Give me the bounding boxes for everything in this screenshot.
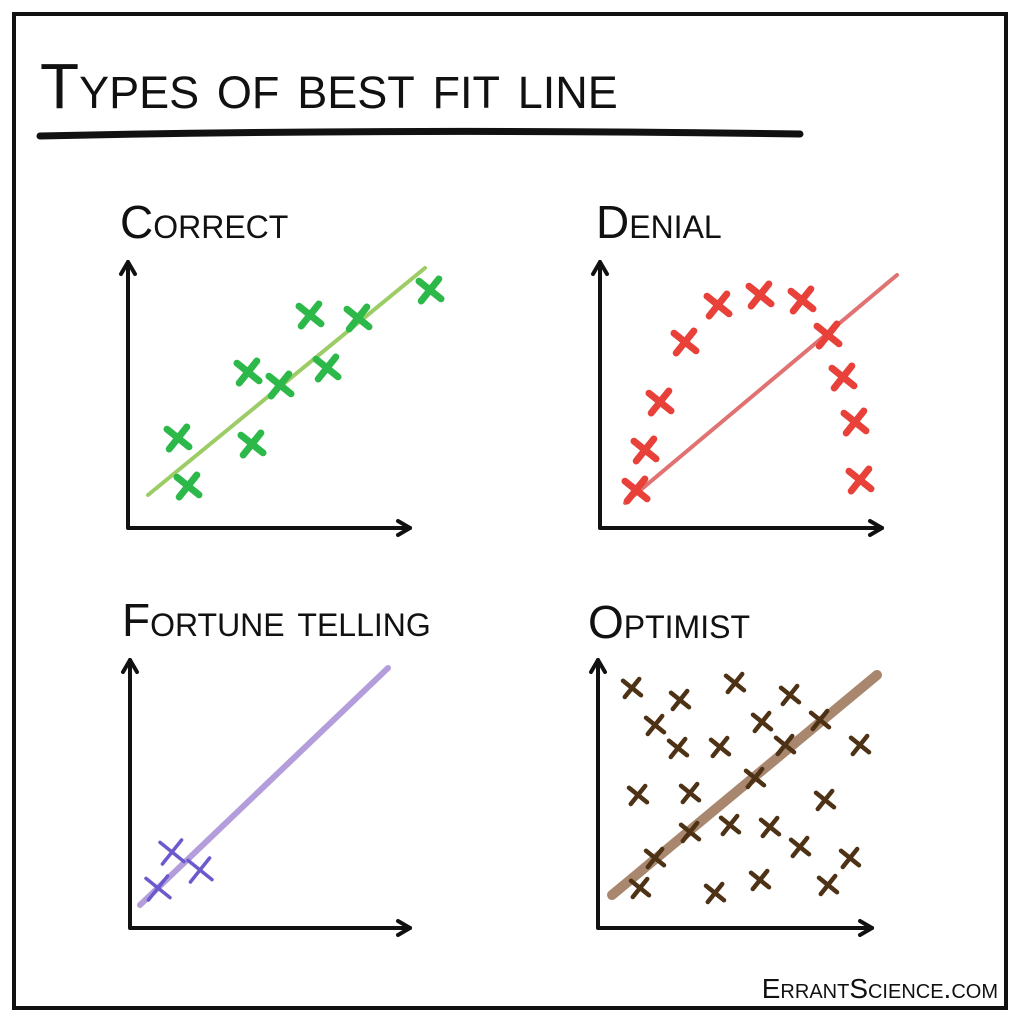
cross xyxy=(788,835,812,859)
cross xyxy=(816,873,840,897)
cross xyxy=(233,357,263,387)
credit: ErrantScience.com xyxy=(762,973,998,1004)
cross xyxy=(748,868,772,892)
arrowhead xyxy=(119,260,137,276)
title-underline xyxy=(36,127,804,140)
cross xyxy=(750,710,774,734)
cross xyxy=(745,280,775,310)
panel-title: Correct xyxy=(120,196,288,248)
panel-title: Fortune telling xyxy=(122,594,431,646)
cross xyxy=(163,423,193,453)
cross xyxy=(718,813,742,837)
cross xyxy=(743,766,767,790)
cross xyxy=(643,846,667,870)
arrowhead xyxy=(121,658,139,674)
axes xyxy=(128,658,412,930)
arrowhead xyxy=(591,260,609,276)
cross xyxy=(773,733,797,757)
cross xyxy=(813,788,837,812)
cross xyxy=(703,881,727,905)
cross xyxy=(237,429,267,459)
axes xyxy=(126,260,412,530)
cross xyxy=(312,353,342,383)
cross xyxy=(265,370,295,400)
cross xyxy=(678,781,702,805)
cross xyxy=(158,838,186,866)
cross xyxy=(628,876,652,900)
cross xyxy=(678,820,702,844)
cross xyxy=(787,285,817,315)
cross xyxy=(621,475,651,505)
cross xyxy=(415,275,445,305)
fit-line xyxy=(137,665,391,908)
cross xyxy=(723,671,747,695)
cross xyxy=(808,708,832,732)
arrowhead xyxy=(396,519,412,537)
cross xyxy=(838,846,862,870)
frame xyxy=(12,12,1008,1010)
cross xyxy=(666,736,690,760)
cross xyxy=(813,320,843,350)
panel-title: Optimist xyxy=(588,596,750,648)
arrowhead xyxy=(868,519,884,537)
cross xyxy=(173,471,203,501)
axes xyxy=(598,260,884,530)
cross xyxy=(828,362,858,392)
cross xyxy=(708,735,732,759)
cross xyxy=(620,676,644,700)
cross xyxy=(668,688,692,712)
comic-title: Types of best fit line xyxy=(40,50,618,122)
arrowhead xyxy=(858,919,874,937)
arrowhead xyxy=(589,658,607,674)
fit-line xyxy=(623,273,899,505)
cross xyxy=(758,815,782,839)
cross xyxy=(778,683,802,707)
cross xyxy=(343,303,373,333)
cross xyxy=(848,733,872,757)
cross xyxy=(186,856,214,884)
cross xyxy=(845,465,875,495)
cross xyxy=(703,290,733,320)
cross xyxy=(295,300,325,330)
panel-title: Denial xyxy=(596,196,722,248)
cross xyxy=(670,327,700,357)
cross xyxy=(144,874,172,902)
cross xyxy=(645,387,675,417)
cross xyxy=(643,713,667,737)
axes xyxy=(596,658,874,930)
cross xyxy=(626,783,650,807)
cross xyxy=(840,407,870,437)
arrowhead xyxy=(396,919,412,937)
cross xyxy=(630,435,660,465)
artwork xyxy=(119,260,899,937)
